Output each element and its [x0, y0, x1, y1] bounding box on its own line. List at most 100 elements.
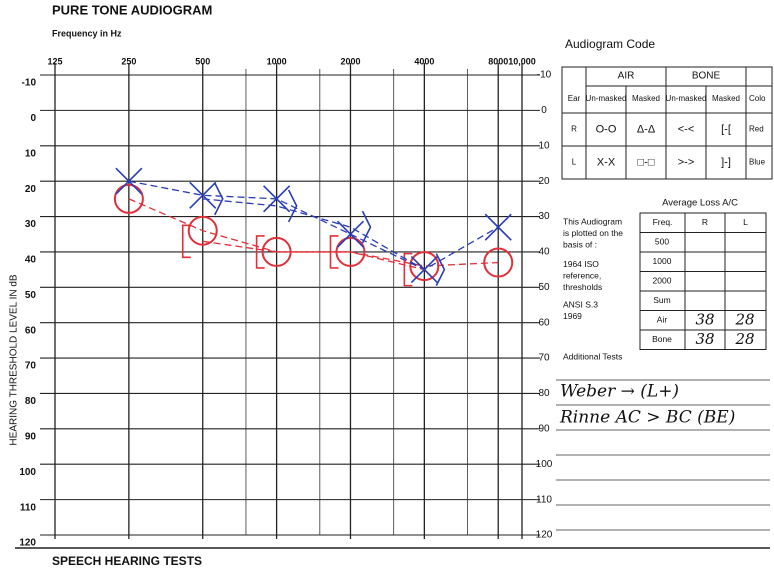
average-loss-header: L [743, 217, 748, 227]
average-loss-value: 28 [734, 310, 754, 328]
right-air-marker [483, 247, 514, 278]
y-tick-label: 90 [25, 431, 37, 442]
x-tick-label: 2000 [340, 56, 360, 66]
y-tick-label-right: 110 [536, 494, 552, 505]
average-loss-label: 1000 [653, 256, 672, 266]
average-loss-header: Freq. [653, 217, 673, 227]
y-tick-label: 120 [19, 538, 36, 549]
code-table-cell: [-[ [721, 123, 731, 135]
code-table-group: BONE [692, 71, 721, 82]
y-tick-label-right: 30 [538, 211, 550, 222]
code-table-header: Masked [712, 94, 740, 103]
code-table-header: Ear [568, 94, 581, 103]
code-table-cell: >-> [678, 156, 695, 168]
code-table-cell: X-X [597, 156, 616, 168]
x-axis-title: Frequency in Hz [52, 28, 122, 38]
code-table-header: Masked [632, 94, 660, 103]
code-table-cell: Δ-Δ [637, 123, 656, 135]
left-air-marker [484, 213, 512, 241]
right-bone-marker [255, 235, 265, 269]
left-bone-marker [287, 189, 298, 223]
average-loss-label: Sum [653, 295, 670, 305]
code-table-cell: <-< [678, 123, 695, 135]
basis-line: thresholds [563, 282, 602, 292]
average-loss-label: 2000 [653, 276, 672, 286]
code-table-header: Un-masked [666, 94, 707, 103]
code-table-cell: O-O [596, 123, 617, 135]
left-bone-marker [214, 182, 224, 216]
handwritten-note: Weber → (L+) [560, 382, 679, 402]
x-tick-label: 10,000 [508, 56, 536, 66]
y-axis-title: HEARING THRESHOLD LEVEL IN dB [9, 274, 20, 445]
y-tick-label-right: 70 [538, 353, 550, 364]
y-tick-label-right: 50 [538, 282, 550, 293]
handwritten-note: Rinne AC > BC (BE) [559, 408, 735, 428]
y-tick-label: 0 [30, 113, 36, 124]
right-air-marker [187, 215, 218, 246]
average-loss-value: 38 [695, 310, 714, 328]
average-loss-label: Bone [652, 334, 672, 344]
average-loss-header: R [702, 217, 708, 227]
code-table-group: AIR [618, 71, 635, 82]
y-tick-label-right: 40 [538, 247, 550, 258]
y-tick-label: 20 [25, 184, 37, 195]
average-loss-label: 500 [655, 237, 669, 247]
series-line [202, 198, 425, 271]
x-tick-label: 125 [47, 56, 62, 66]
average-loss-title: Average Loss A/C [662, 198, 738, 209]
average-loss-frame [639, 212, 767, 350]
average-loss-value: 38 [695, 330, 714, 348]
y-tick-label: 110 [20, 502, 37, 513]
left-bone-marker [361, 210, 372, 244]
y-tick-label: 40 [25, 255, 37, 266]
average-loss-value: 28 [734, 330, 754, 348]
y-tick-label-right: 120 [536, 530, 553, 541]
basis-line: This Audiogram [563, 216, 622, 226]
average-loss-label: Air [657, 315, 668, 325]
y-tick-label-right: 10 [538, 140, 550, 151]
left-air-marker [115, 167, 143, 195]
x-tick-label: 500 [195, 56, 210, 66]
y-tick-label: -10 [22, 78, 37, 89]
y-tick-label-right: 60 [538, 317, 550, 328]
y-tick-label-right: 20 [538, 176, 550, 187]
y-tick-label: 80 [25, 396, 37, 407]
code-table-cell: R [571, 125, 577, 134]
x-tick-label: 4000 [414, 56, 434, 66]
basis-line: ANSI S.3 [563, 299, 598, 309]
right-bone-marker [403, 252, 413, 287]
y-tick-label-right: 80 [538, 388, 550, 399]
y-tick-label: 70 [25, 361, 37, 372]
right-bone-marker [181, 224, 191, 259]
left-air-marker [336, 220, 365, 248]
left-air-marker [263, 185, 291, 213]
basis-line: 1964 ISO [563, 259, 599, 269]
basis-line: 1969 [563, 311, 582, 321]
left-bone-marker [435, 253, 446, 286]
y-tick-label: 30 [25, 219, 37, 230]
right-bone-marker [329, 235, 339, 269]
code-table-header: Colo [749, 94, 766, 103]
y-tick-label: 10 [25, 148, 37, 159]
right-air-marker [113, 183, 144, 214]
code-table-cell: Blue [749, 158, 766, 167]
y-tick-label-right: -10 [537, 70, 552, 81]
form-title: PURE TONE AUDIOGRAM [52, 2, 212, 17]
code-table-header: Un-masked [586, 94, 627, 103]
y-tick-label: 50 [25, 290, 37, 301]
basis-line: basis of : [563, 239, 597, 249]
series-line [202, 240, 425, 271]
code-table-cell: Red [749, 125, 764, 134]
code-table-cell: □-□ [638, 156, 655, 168]
y-tick-label-right: 0 [541, 105, 547, 116]
x-tick-label: 1000 [267, 56, 287, 66]
x-tick-label: 8000 [488, 56, 508, 66]
code-table-title: Audiogram Code [565, 37, 655, 51]
left-air-marker [189, 181, 217, 209]
footer-title: SPEECH HEARING TESTS [52, 554, 202, 568]
y-tick-label-right: 100 [536, 459, 553, 470]
x-tick-label: 250 [121, 56, 136, 66]
basis-line: reference, [563, 270, 601, 280]
basis-line: is plotted on the [563, 228, 623, 238]
